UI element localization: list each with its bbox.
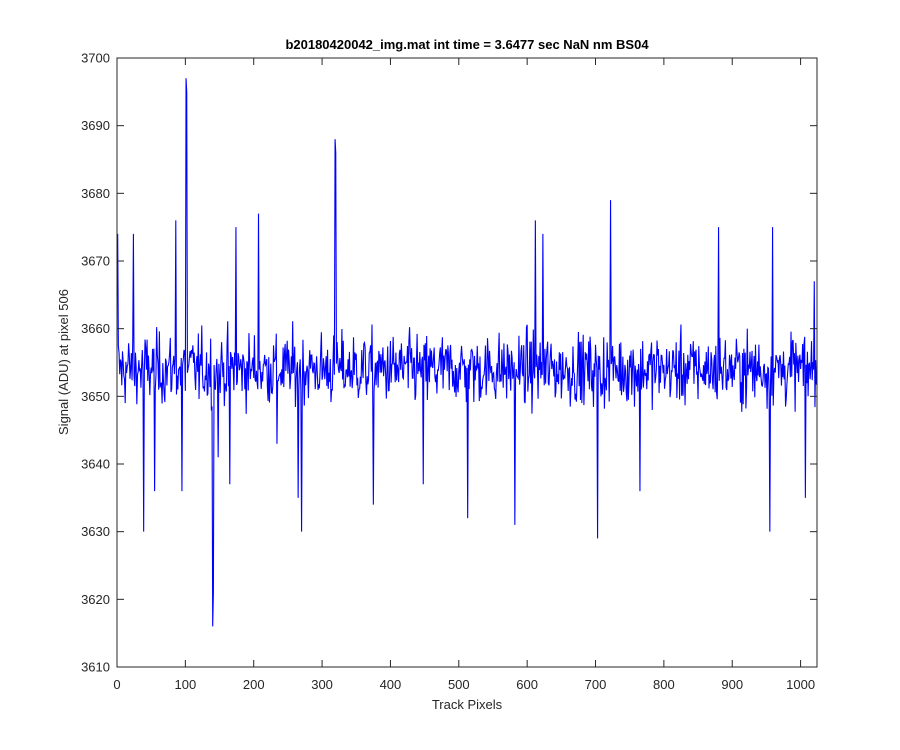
x-tick-label: 200	[243, 677, 265, 692]
y-tick-label: 3670	[81, 254, 110, 269]
y-axis-label: Signal (ADU) at pixel 506	[56, 289, 71, 435]
x-tick-label: 700	[585, 677, 607, 692]
x-axis-label: Track Pixels	[432, 697, 503, 712]
x-tick-label: 1000	[786, 677, 815, 692]
ticks-layer: 0 100 200 300 400 500 600 700 800 900 1000 3610 3620…	[81, 51, 817, 692]
series-layer	[117, 78, 818, 627]
x-tick-label: 100	[175, 677, 197, 692]
x-tick-label: 300	[311, 677, 333, 692]
y-tick-label: 3680	[81, 186, 110, 201]
y-tick-label: 3640	[81, 457, 110, 472]
y-tick-label: 3620	[81, 592, 110, 607]
x-tick-label: 600	[516, 677, 538, 692]
y-tick-label: 3690	[81, 118, 110, 133]
y-tick-label: 3660	[81, 321, 110, 336]
x-tick-label: 800	[653, 677, 675, 692]
axes-box	[116, 57, 818, 668]
series-line	[117, 78, 818, 627]
x-tick-label: 900	[721, 677, 743, 692]
x-tick-label: 500	[448, 677, 470, 692]
y-tick-label: 3700	[81, 51, 110, 66]
chart-title: b20180420042_img.mat int time = 3.6477 s…	[285, 37, 649, 52]
x-tick-label: 0	[113, 677, 120, 692]
y-tick-label: 3630	[81, 524, 110, 539]
y-tick-label: 3610	[81, 660, 110, 675]
y-tick-label: 3650	[81, 389, 110, 404]
x-tick-label: 400	[380, 677, 402, 692]
